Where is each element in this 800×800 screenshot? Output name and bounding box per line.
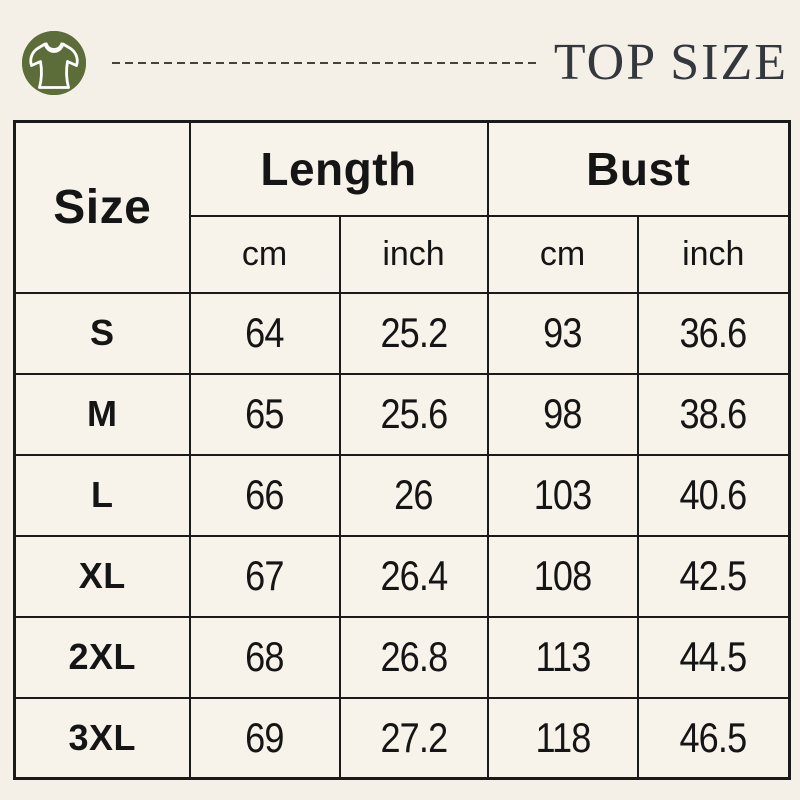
table-units-row: cm inch cm inch (15, 214, 791, 294)
length-inch-cell: 27.2 (338, 696, 489, 780)
bust-cm-cell: 108 (486, 534, 639, 618)
length-cm-cell: 64 (188, 291, 341, 375)
length-inch-cell: 25.2 (338, 291, 489, 375)
col-header-size: Size (13, 120, 191, 294)
bust-cm-cell: 113 (486, 615, 639, 699)
size-label-cell: 3XL (13, 696, 191, 780)
col-header-length: Length (188, 120, 489, 217)
bust-cm-cell: 98 (486, 372, 639, 456)
table-row: S 64 25.2 93 36.6 (13, 291, 791, 375)
col-header-bust: Bust (486, 120, 791, 217)
length-cm-cell: 67 (188, 534, 341, 618)
length-cm-cell: 69 (188, 696, 341, 780)
unit-header-bust-cm: cm (486, 214, 639, 294)
bust-inch-cell: 46.5 (636, 696, 791, 780)
chart-header: TOP SIZE (0, 0, 800, 96)
bust-cm-cell: 118 (486, 696, 639, 780)
length-cm-cell: 65 (188, 372, 341, 456)
size-table: Size Length Bust cm inch cm inch S 64 25… (13, 120, 792, 780)
bust-inch-cell: 38.6 (636, 372, 791, 456)
bust-cm-cell: 93 (486, 291, 639, 375)
size-label-cell: 2XL (13, 615, 191, 699)
size-label-cell: S (13, 291, 191, 375)
size-label-cell: M (13, 372, 191, 456)
length-inch-cell: 26.4 (338, 534, 489, 618)
table-row: M 65 25.6 98 38.6 (13, 372, 791, 456)
dashed-divider (112, 62, 538, 64)
bust-inch-cell: 44.5 (636, 615, 791, 699)
bust-inch-cell: 40.6 (636, 453, 791, 537)
table-row: 3XL 69 27.2 118 46.5 (13, 696, 791, 780)
table-header-row: Size Length Bust (13, 120, 791, 294)
unit-header-length-inch: inch (338, 214, 489, 294)
length-inch-cell: 26.8 (338, 615, 489, 699)
bust-inch-cell: 42.5 (636, 534, 791, 618)
length-cm-cell: 66 (188, 453, 341, 537)
unit-header-length-cm: cm (188, 214, 341, 294)
bust-inch-cell: 36.6 (636, 291, 791, 375)
table-row: 2XL 68 26.8 113 44.5 (13, 615, 791, 699)
page-title: TOP SIZE (553, 34, 788, 91)
table-row: XL 67 26.4 108 42.5 (13, 534, 791, 618)
length-inch-cell: 25.6 (338, 372, 489, 456)
unit-header-bust-inch: inch (636, 214, 791, 294)
size-label-cell: XL (13, 534, 191, 618)
length-inch-cell: 26 (338, 453, 489, 537)
length-cm-cell: 68 (188, 615, 341, 699)
size-label-cell: L (13, 453, 191, 537)
table-row: L 66 26 103 40.6 (13, 453, 791, 537)
tshirt-icon (22, 31, 86, 95)
bust-cm-cell: 103 (486, 453, 639, 537)
